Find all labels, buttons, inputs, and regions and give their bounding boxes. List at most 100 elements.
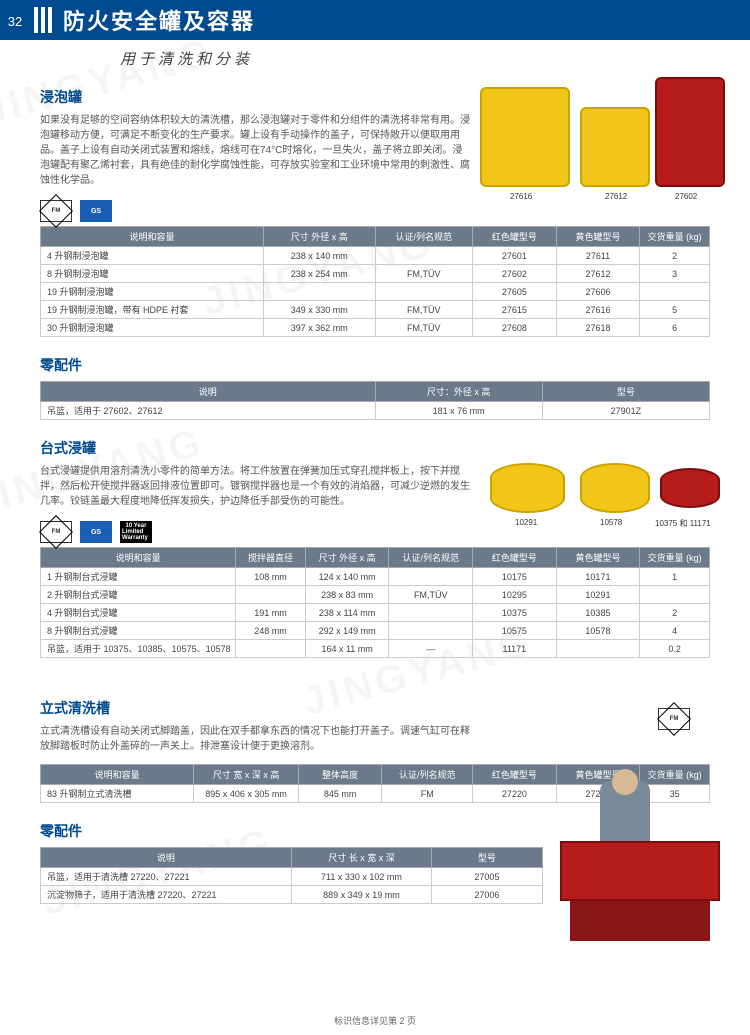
- red-wash-tank: [560, 841, 720, 901]
- col-desc: 说明和容量: [41, 227, 264, 247]
- cell: 沉淀物筛子，适用于清洗槽 27220、27221: [41, 886, 292, 904]
- cell: 238 x 83 mm: [305, 586, 389, 604]
- cell: 4 升钢制台式浸罐: [41, 604, 236, 622]
- cell: 1: [640, 568, 710, 586]
- tank-label: 27612: [605, 192, 627, 201]
- cell: 吊篮，适用于清洗槽 27220、27221: [41, 868, 292, 886]
- cell: 27616: [556, 301, 640, 319]
- cell: 238 x 114 mm: [305, 604, 389, 622]
- cell: 397 x 362 mm: [264, 319, 376, 337]
- cell: 27602: [473, 265, 557, 283]
- cell: 83 升钢制立式清洗槽: [41, 785, 194, 803]
- table-row: 吊篮，适用于 27602、27612 181 x 76 mm 27901Z: [41, 402, 710, 420]
- warranty-badge: 10 YearLimited Warranty: [120, 521, 152, 543]
- product-images: 10291 10578 10375 和 11171: [480, 438, 720, 538]
- cell: 238 x 140 mm: [264, 247, 376, 265]
- col: 红色罐型号: [473, 765, 557, 785]
- col: 说明: [41, 382, 376, 402]
- cell: 895 x 406 x 305 mm: [194, 785, 299, 803]
- bench-tank-table: 说明和容量 搅拌器直径 尺寸 外径 x 高 认证/列名规范 红色罐型号 黄色罐型…: [40, 547, 710, 658]
- cell: [375, 283, 473, 301]
- col: 说明和容量: [41, 548, 236, 568]
- wash-tank-legs: [570, 901, 710, 941]
- subtitle: 用于清洗和分装: [120, 48, 750, 69]
- table-row: 吊篮，适用于清洗槽 27220、27221711 x 330 x 102 mm2…: [41, 868, 543, 886]
- red-bench-tank: [660, 468, 720, 508]
- cell: 1 升钢制台式浸罐: [41, 568, 236, 586]
- acc-table-1: 说明 尺寸：外径 x 高 型号 吊篮，适用于 27602、27612 181 x…: [40, 381, 710, 420]
- cell: 238 x 254 mm: [264, 265, 376, 283]
- col: 说明: [41, 848, 292, 868]
- col: 尺寸 宽 x 深 x 高: [194, 765, 299, 785]
- section-bench-tanks: 台式浸罐 台式浸罐提供用溶剂清洗小零件的简单方法。将工件放置在弹簧加压式穿孔搅拌…: [40, 438, 710, 658]
- cell: 11171: [473, 640, 557, 658]
- col: 交货重量 (kg): [640, 548, 710, 568]
- cell: 10575: [473, 622, 557, 640]
- section-dip-tanks: 浸泡罐 如果没有足够的空间容纳体积较大的清洗槽，那么浸泡罐对于零件和分组件的清洗…: [40, 87, 710, 337]
- table-row: 19 升钢制浸泡罐，带有 HDPE 衬套349 x 330 mmFM,TÜV27…: [41, 301, 710, 319]
- col-red: 红色罐型号: [473, 227, 557, 247]
- table-row: 19 升钢制浸泡罐2760527606: [41, 283, 710, 301]
- cell: 10578: [556, 622, 640, 640]
- cell: 10385: [556, 604, 640, 622]
- cell: 27608: [473, 319, 557, 337]
- cell: 10375: [473, 604, 557, 622]
- cell: 2: [640, 247, 710, 265]
- footer-note: 标识信息详见第 2 页: [0, 1014, 750, 1027]
- col: 说明和容量: [41, 765, 194, 785]
- cell: FM,TÜV: [375, 301, 473, 319]
- col: 型号: [432, 848, 542, 868]
- col-weight: 交货重量 (kg): [640, 227, 710, 247]
- col: 认证/列名规范: [382, 765, 473, 785]
- fm-badge: FM: [40, 200, 72, 222]
- yellow-bench-tank: [580, 463, 650, 513]
- table-row: 8 升钢制台式浸罐248 mm292 x 149 mm10575105784: [41, 622, 710, 640]
- cell: [236, 640, 306, 658]
- fm-badge: FM: [658, 708, 690, 730]
- cell: 845 mm: [298, 785, 382, 803]
- col: 整体高度: [298, 765, 382, 785]
- cell: 27220: [473, 785, 557, 803]
- cell: 8 升钢制台式浸罐: [41, 622, 236, 640]
- header-bars: [34, 7, 55, 33]
- cell: 4: [640, 622, 710, 640]
- section-desc: 台式浸罐提供用溶剂清洗小零件的简单方法。将工件放置在弹簧加压式穿孔搅拌板上，按下…: [40, 464, 470, 509]
- cell: 30 升钢制浸泡罐: [41, 319, 264, 337]
- gs-badge: GS: [80, 200, 112, 222]
- cell: [375, 247, 473, 265]
- col: 黄色罐型号: [556, 548, 640, 568]
- cell: 27611: [556, 247, 640, 265]
- table-row: 4 升钢制浸泡罐238 x 140 mm 27601276112: [41, 247, 710, 265]
- cell: 27605: [473, 283, 557, 301]
- header-title: 防火安全罐及容器: [63, 4, 255, 36]
- table-row: 沉淀物筛子，适用于清洗槽 27220、27221889 x 349 x 19 m…: [41, 886, 543, 904]
- cell: 8 升钢制浸泡罐: [41, 265, 264, 283]
- fm-badge: FM: [40, 521, 72, 543]
- cell: FM: [382, 785, 473, 803]
- yellow-tank-large: [480, 87, 570, 187]
- person-head: [612, 769, 638, 795]
- tank-label: 27616: [510, 192, 532, 201]
- cell: 191 mm: [236, 604, 306, 622]
- cell: 4 升钢制浸泡罐: [41, 247, 264, 265]
- cell: 181 x 76 mm: [375, 402, 542, 420]
- cell: [640, 586, 710, 604]
- acc-title: 零配件: [40, 355, 710, 375]
- cell: 2 升钢制台式浸罐: [41, 586, 236, 604]
- cell: [389, 604, 473, 622]
- red-tank: [655, 77, 725, 187]
- cell: 2: [640, 604, 710, 622]
- wash-tank-illustration: [560, 781, 730, 961]
- page-header: 32 防火安全罐及容器: [0, 0, 750, 40]
- tank-label: 27602: [675, 192, 697, 201]
- cell: 27618: [556, 319, 640, 337]
- cell: 27601: [473, 247, 557, 265]
- table-row: 8 升钢制浸泡罐238 x 254 mmFM,TÜV27602276123: [41, 265, 710, 283]
- col: 尺寸 长 x 宽 x 深: [291, 848, 431, 868]
- table-row: 1 升钢制台式浸罐108 mm124 x 140 mm10175101711: [41, 568, 710, 586]
- cell: [236, 586, 306, 604]
- col: 红色罐型号: [473, 548, 557, 568]
- cell: 108 mm: [236, 568, 306, 586]
- cell: [556, 640, 640, 658]
- cell: 0.2: [640, 640, 710, 658]
